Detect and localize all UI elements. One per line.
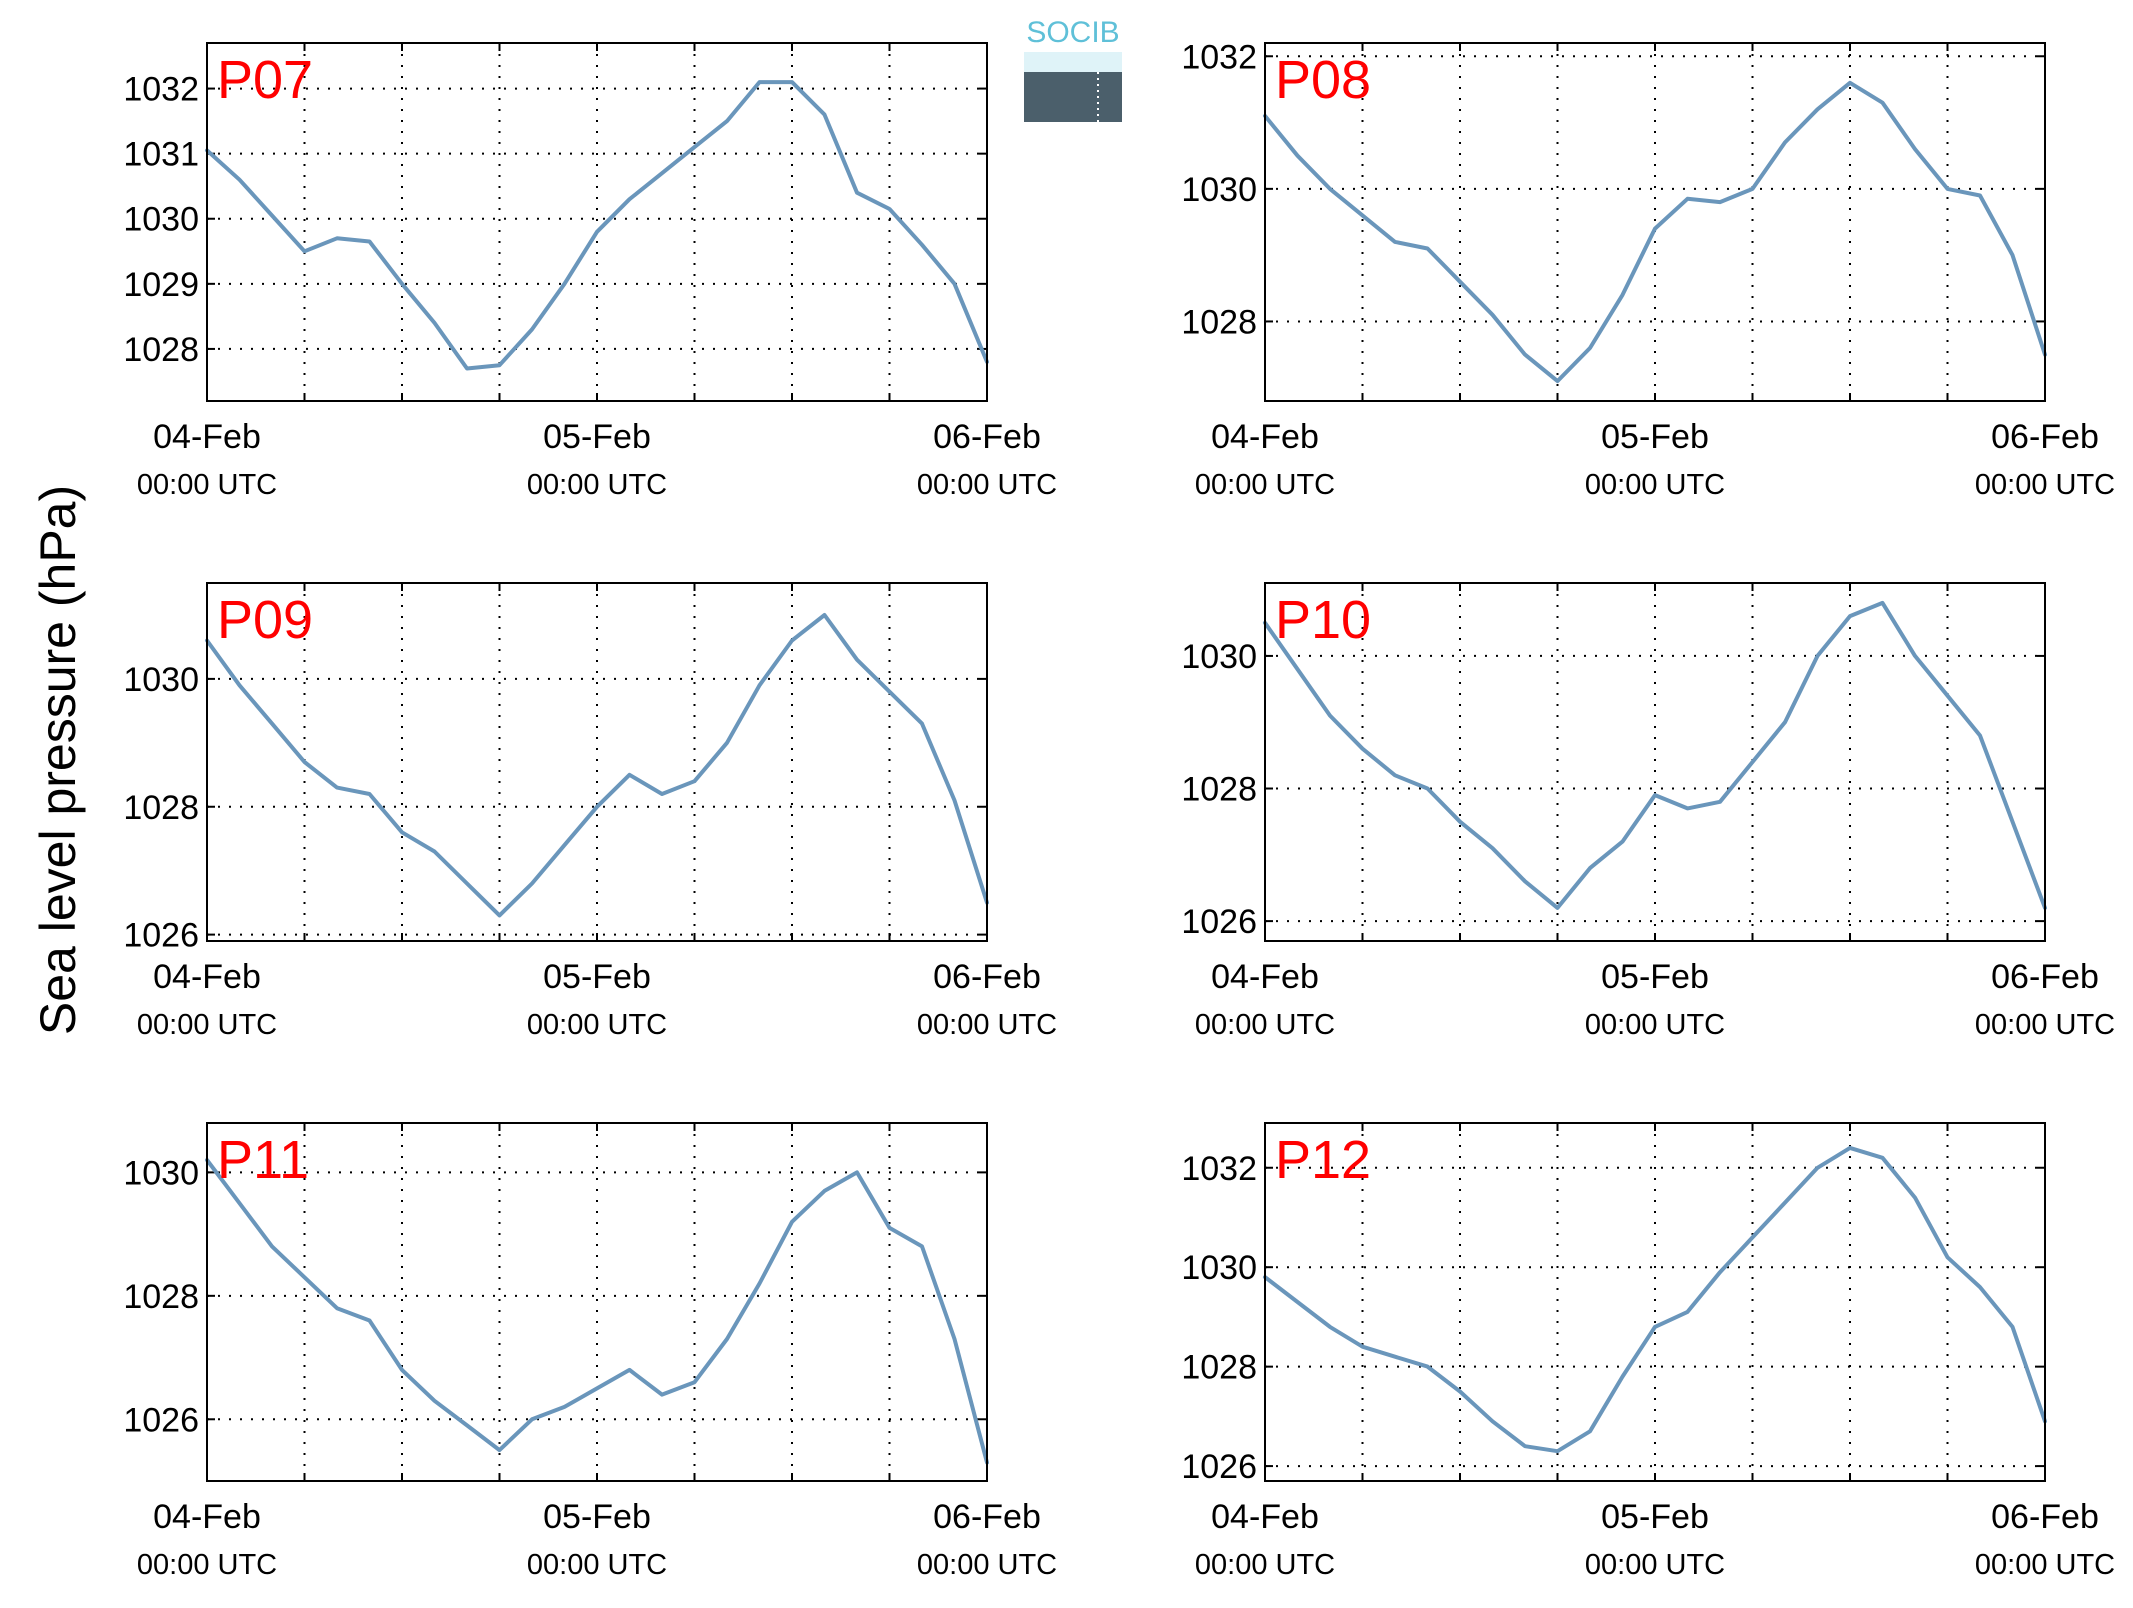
plot-frame bbox=[1264, 582, 2046, 942]
logo-text: SOCIB bbox=[1026, 16, 1119, 49]
x-tick-time-label: 00:00 UTC bbox=[1195, 469, 1335, 501]
x-tick-date-label: 04-Feb bbox=[153, 958, 261, 996]
x-tick-time-label: 00:00 UTC bbox=[527, 469, 667, 501]
series-line-p08 bbox=[1263, 80, 2047, 384]
x-tick-date-label: 05-Feb bbox=[543, 1498, 651, 1536]
x-tick-date-label: 04-Feb bbox=[1211, 1498, 1319, 1536]
series-line-p12 bbox=[1263, 1145, 2047, 1454]
panel-p09: 1026 1028 1030 04-Feb 00:00 UTC 05-Feb 00:00 U… bbox=[123, 582, 1057, 1041]
y-tick-label: 1029 bbox=[123, 266, 199, 304]
x-tick-time-label: 00:00 UTC bbox=[527, 1009, 667, 1041]
x-tick-date-label: 04-Feb bbox=[1211, 418, 1319, 456]
panel-p12: 1026 1028 1030 1032 04-Feb 00:00 UTC 05-Feb 00:… bbox=[1181, 1122, 2115, 1581]
logo-band bbox=[1024, 52, 1122, 72]
x-tick-time-label: 00:00 UTC bbox=[917, 1009, 1057, 1041]
x-tick-time-label: 00:00 UTC bbox=[1975, 1549, 2115, 1581]
x-tick-date-label: 05-Feb bbox=[543, 958, 651, 996]
x-tick-date-label: 06-Feb bbox=[933, 1498, 1041, 1536]
x-tick-time-label: 00:00 UTC bbox=[137, 469, 277, 501]
x-tick-date-label: 04-Feb bbox=[1211, 958, 1319, 996]
plot-frame bbox=[206, 1122, 988, 1482]
plot-area bbox=[207, 43, 987, 401]
plot-frame bbox=[206, 582, 988, 942]
x-tick-time-label: 00:00 UTC bbox=[917, 1549, 1057, 1581]
y-tick-label: 1031 bbox=[123, 136, 199, 174]
x-tick-time-label: 00:00 UTC bbox=[1975, 469, 2115, 501]
x-tick-time-label: 00:00 UTC bbox=[137, 1549, 277, 1581]
plot-area bbox=[1265, 583, 2045, 941]
x-tick-date-label: 06-Feb bbox=[1991, 418, 2099, 456]
y-tick-label: 1026 bbox=[123, 917, 199, 955]
x-tick-date-label: 05-Feb bbox=[1601, 418, 1709, 456]
panel-p11: 1026 1028 1030 04-Feb 00:00 UTC 05-Feb 00:00 U… bbox=[123, 1122, 1057, 1581]
y-tick-label: 1028 bbox=[1181, 303, 1257, 341]
x-tick-time-label: 00:00 UTC bbox=[1585, 1549, 1725, 1581]
series-line-p11 bbox=[205, 1158, 989, 1465]
plot-area bbox=[1265, 1123, 2045, 1481]
x-tick-date-label: 06-Feb bbox=[933, 958, 1041, 996]
station-label: P08 bbox=[1275, 50, 1371, 110]
x-tick-time-label: 00:00 UTC bbox=[1585, 469, 1725, 501]
station-label: P11 bbox=[217, 1130, 309, 1190]
panel-p10: 1026 1028 1030 04-Feb 00:00 UTC 05-Feb 00:00 U… bbox=[1181, 582, 2115, 1041]
plot-frame bbox=[206, 42, 988, 402]
y-tick-label: 1030 bbox=[1181, 1249, 1257, 1287]
socib-logo: SOCIB bbox=[1024, 16, 1122, 122]
x-tick-date-label: 06-Feb bbox=[1991, 1498, 2099, 1536]
y-tick-label: 1026 bbox=[123, 1401, 199, 1439]
panels: 1028 1029 1030 1031 1032 04-Feb 00:00 UTC 05-Fe… bbox=[123, 38, 2115, 1581]
x-tick-time-label: 00:00 UTC bbox=[137, 1009, 277, 1041]
x-tick-time-label: 00:00 UTC bbox=[917, 469, 1057, 501]
y-tick-label: 1032 bbox=[123, 71, 199, 109]
y-tick-label: 1030 bbox=[1181, 638, 1257, 676]
x-tick-time-label: 00:00 UTC bbox=[1585, 1009, 1725, 1041]
y-axis-label: Sea level pressure (hPa) bbox=[30, 485, 86, 1035]
series-line-p10 bbox=[1263, 600, 2047, 910]
x-tick-date-label: 05-Feb bbox=[543, 418, 651, 456]
y-tick-label: 1030 bbox=[123, 661, 199, 699]
y-tick-label: 1028 bbox=[123, 331, 199, 369]
plot-area bbox=[207, 1123, 987, 1481]
x-tick-date-label: 06-Feb bbox=[1991, 958, 2099, 996]
y-tick-label: 1030 bbox=[1181, 171, 1257, 209]
station-label: P07 bbox=[217, 50, 313, 110]
plot-area bbox=[207, 583, 987, 941]
x-tick-date-label: 04-Feb bbox=[153, 1498, 261, 1536]
y-tick-label: 1028 bbox=[123, 1278, 199, 1316]
y-tick-label: 1030 bbox=[123, 1154, 199, 1192]
x-tick-time-label: 00:00 UTC bbox=[1195, 1549, 1335, 1581]
x-tick-time-label: 00:00 UTC bbox=[1195, 1009, 1335, 1041]
station-label: P12 bbox=[1275, 1130, 1371, 1190]
y-tick-label: 1030 bbox=[123, 201, 199, 239]
panel-p08: 1028 1030 1032 04-Feb 00:00 UTC 05-Feb 00:00 U… bbox=[1181, 38, 2115, 501]
x-tick-date-label: 05-Feb bbox=[1601, 958, 1709, 996]
x-tick-time-label: 00:00 UTC bbox=[1975, 1009, 2115, 1041]
station-label: P09 bbox=[217, 590, 313, 650]
station-label: P10 bbox=[1275, 590, 1371, 650]
y-tick-label: 1026 bbox=[1181, 903, 1257, 941]
y-tick-label: 1028 bbox=[123, 789, 199, 827]
y-tick-label: 1032 bbox=[1181, 1150, 1257, 1188]
x-tick-date-label: 04-Feb bbox=[153, 418, 261, 456]
y-tick-label: 1028 bbox=[1181, 1349, 1257, 1387]
y-tick-label: 1028 bbox=[1181, 771, 1257, 809]
plot-area bbox=[1265, 43, 2045, 401]
x-tick-time-label: 00:00 UTC bbox=[527, 1549, 667, 1581]
series-line-p09 bbox=[205, 613, 989, 918]
y-tick-label: 1032 bbox=[1181, 38, 1257, 76]
x-tick-date-label: 05-Feb bbox=[1601, 1498, 1709, 1536]
x-tick-date-label: 06-Feb bbox=[933, 418, 1041, 456]
y-tick-label: 1026 bbox=[1181, 1448, 1257, 1486]
plot-frame bbox=[1264, 1122, 2046, 1482]
panel-p07: 1028 1029 1030 1031 1032 04-Feb 00:00 UTC 05-Fe… bbox=[123, 42, 1057, 501]
plot-frame bbox=[1264, 42, 2046, 402]
series-line-p07 bbox=[205, 80, 989, 371]
